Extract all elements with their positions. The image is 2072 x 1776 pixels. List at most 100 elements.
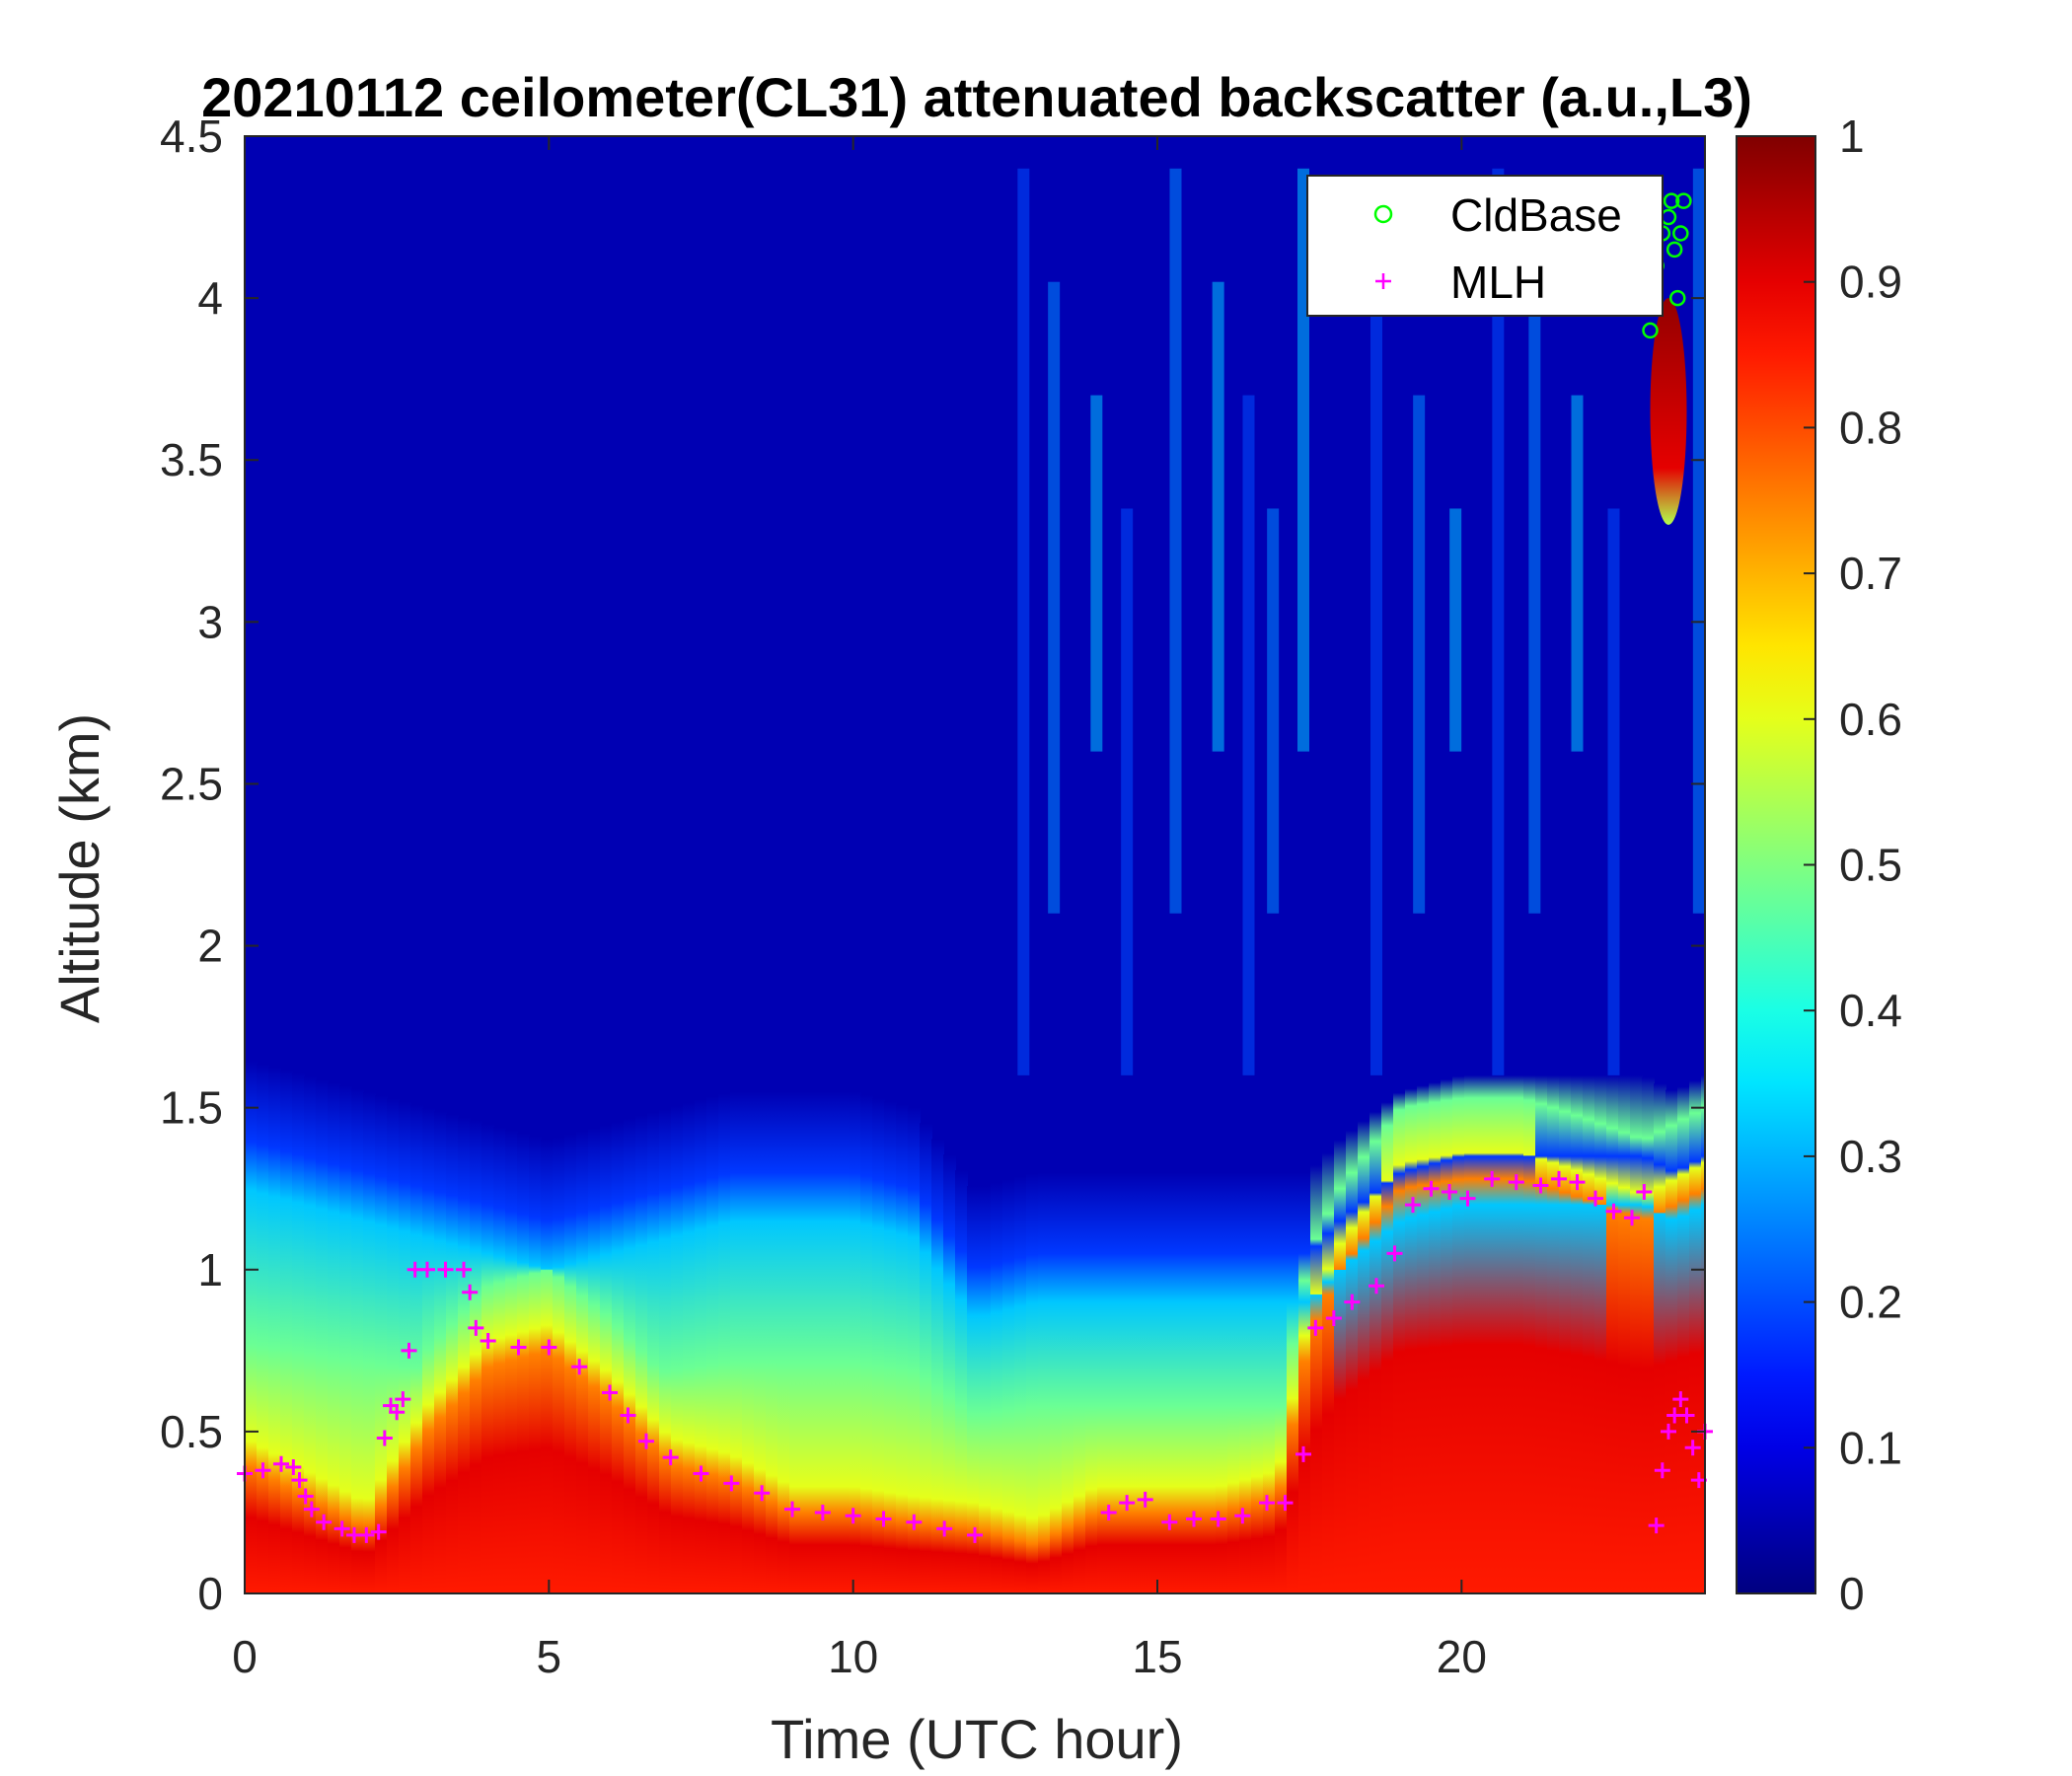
plot-area: 0 5 10 15 20 0 0.5 1 1.5 2 2.5 3 3.5 4 4.5 — [160, 111, 1713, 1682]
heatmap-column — [481, 1123, 494, 1593]
legend-label-mlh: MLH — [1450, 257, 1546, 308]
mlh-point — [456, 1261, 472, 1278]
heatmap-column — [1630, 1074, 1643, 1593]
mlh-point — [358, 1526, 375, 1543]
cldbase-point — [1672, 225, 1689, 242]
colorbar-tick-label: 0.8 — [1839, 402, 1902, 453]
colorbar-tick-label: 0.1 — [1839, 1422, 1902, 1473]
heatmap-column — [1606, 1074, 1619, 1593]
colorbar: 0 0.1 0.2 0.3 0.4 0.5 0.6 0.7 0.8 0.9 1 — [1736, 111, 1902, 1619]
colorbar-scale — [1736, 135, 1816, 1594]
mlh-point — [723, 1475, 740, 1492]
mlh-point — [1386, 1245, 1403, 1262]
y-tick-label: 1 — [197, 1244, 223, 1295]
heatmap-column — [517, 1133, 530, 1593]
backscatter-streak — [1048, 281, 1061, 914]
heatmap-column — [1500, 1074, 1513, 1593]
heatmap-column — [1251, 1172, 1264, 1593]
heatmap-column — [268, 1067, 281, 1593]
mlh-point — [1532, 1177, 1549, 1194]
mlh-point — [316, 1514, 333, 1530]
colorbar-tick-label: 0.5 — [1839, 840, 1902, 891]
y-tick-label: 2.5 — [160, 758, 223, 809]
mlh-point — [967, 1526, 983, 1543]
heatmap-column — [789, 1091, 802, 1593]
x-tick-label: 20 — [1437, 1631, 1487, 1682]
mlh-point — [1508, 1174, 1524, 1191]
series-mlh — [237, 1170, 1713, 1543]
backscatter-streak — [1169, 168, 1182, 914]
mlh-point — [303, 1501, 320, 1517]
backscatter-streak — [1242, 395, 1255, 1075]
heatmap-column — [1073, 1172, 1086, 1593]
mlh-point — [1569, 1174, 1586, 1191]
heatmap-column — [1062, 1172, 1074, 1593]
heatmap-column — [967, 1186, 980, 1593]
mlh-point — [1137, 1491, 1153, 1508]
heatmap-column — [1571, 1074, 1584, 1593]
heatmap-column — [446, 1114, 459, 1593]
legend-box — [1306, 175, 1664, 317]
heatmap-column — [1085, 1172, 1098, 1593]
heatmap-column — [1547, 1074, 1560, 1593]
mlh-point — [333, 1520, 350, 1537]
heatmap-column — [1441, 1078, 1453, 1593]
mlh-point — [401, 1342, 417, 1359]
heatmap-column — [458, 1117, 471, 1593]
heatmap-column — [1275, 1172, 1288, 1593]
heatmap-column — [1358, 1121, 1370, 1593]
heatmap-column — [1121, 1172, 1134, 1593]
mlh-point — [1186, 1511, 1202, 1527]
mlh-point — [1442, 1184, 1457, 1200]
colorbar-tick-label: 0 — [1839, 1568, 1865, 1619]
heatmap-column — [1488, 1074, 1501, 1593]
heatmap-column — [328, 1082, 340, 1593]
mlh-point — [1259, 1495, 1275, 1512]
mlh-point — [784, 1501, 800, 1517]
heatmap-column — [671, 1105, 684, 1593]
mlh-point — [936, 1520, 953, 1537]
backscatter-streak — [1017, 168, 1030, 1075]
heatmap-column — [422, 1107, 435, 1593]
y-tick-label: 3.5 — [160, 434, 223, 485]
legend-label-cldbase: CldBase — [1450, 189, 1622, 241]
heatmap-column — [1002, 1179, 1015, 1593]
heatmap-column — [257, 1064, 269, 1593]
heatmap-column — [647, 1112, 660, 1593]
x-tick-label: 10 — [828, 1631, 878, 1682]
heatmap-column — [1618, 1074, 1631, 1593]
heatmap-column — [979, 1186, 992, 1593]
heatmap-column — [872, 1097, 885, 1593]
colorbar-tick-label: 0.7 — [1839, 548, 1902, 599]
heatmap-column — [1216, 1172, 1228, 1593]
heatmap-column — [1677, 1086, 1690, 1593]
heatmap-column — [730, 1091, 743, 1593]
mlh-point — [297, 1488, 314, 1505]
cldbase-point — [1665, 241, 1683, 259]
mlh-point — [255, 1462, 271, 1479]
mlh-point — [1307, 1319, 1324, 1336]
mlh-point — [1325, 1310, 1342, 1327]
heatmap-column — [1322, 1152, 1335, 1593]
heatmap-column — [493, 1127, 506, 1593]
mlh-point — [571, 1359, 588, 1375]
heatmap-column — [588, 1128, 601, 1593]
heatmap-column — [955, 1170, 968, 1593]
heatmap-column — [1665, 1089, 1678, 1593]
heatmap-column — [659, 1109, 672, 1593]
mlh-point — [1459, 1190, 1476, 1207]
backscatter-streak — [1370, 281, 1382, 1075]
x-tick-label: 5 — [537, 1631, 562, 1682]
backscatter-streak — [1492, 168, 1505, 1075]
mlh-point — [1344, 1294, 1361, 1310]
heatmap-column — [387, 1098, 400, 1593]
mlh-point — [814, 1504, 831, 1520]
mlh-point — [638, 1433, 654, 1449]
heatmap-column — [505, 1130, 518, 1593]
mlh-point — [1119, 1495, 1136, 1512]
x-axis-title: Time (UTC hour) — [771, 1708, 1183, 1770]
mlh-point — [1277, 1495, 1294, 1512]
backscatter-streak — [1571, 395, 1584, 752]
backscatter-streak — [1449, 508, 1462, 752]
heatmap-column — [624, 1118, 636, 1593]
